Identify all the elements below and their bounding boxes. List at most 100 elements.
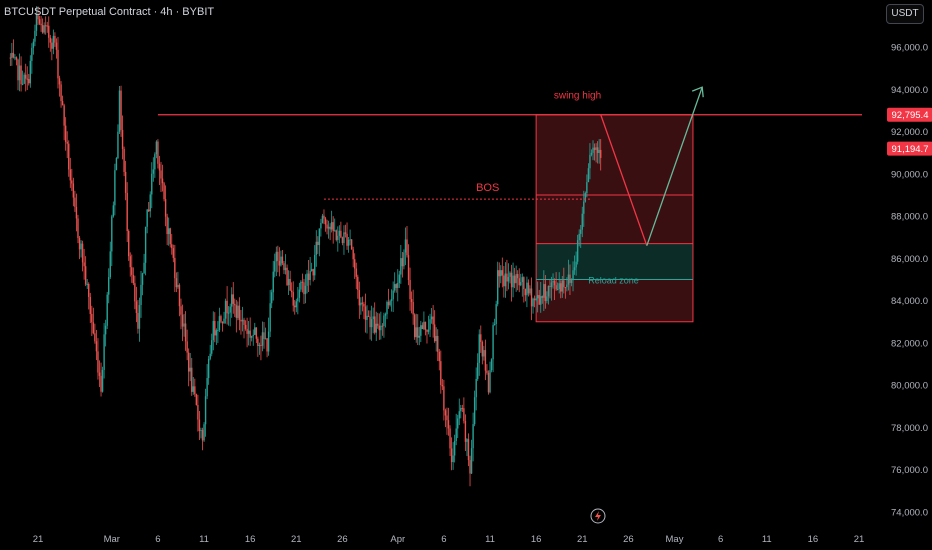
lightning-icon[interactable] [590, 508, 606, 524]
candle [283, 261, 285, 275]
candle-body [575, 261, 577, 268]
candle-body [106, 294, 108, 326]
candle-body [596, 147, 599, 153]
candle [166, 213, 168, 246]
candle-body [189, 367, 191, 372]
candle-body [473, 397, 476, 425]
candle-body [28, 79, 30, 84]
candle-body [457, 418, 459, 429]
candle [558, 272, 560, 294]
candle [526, 276, 528, 308]
candle [146, 208, 148, 234]
candle [587, 163, 590, 183]
candle-body [169, 228, 171, 245]
candle-body [410, 299, 413, 303]
candle-body [240, 319, 242, 322]
candle-body [466, 439, 468, 442]
candle [317, 236, 319, 254]
candle [486, 364, 488, 375]
candle [277, 245, 279, 273]
candle-body [164, 199, 167, 217]
candle [260, 335, 262, 361]
candle [71, 168, 73, 191]
candle-body [74, 197, 76, 207]
candle [475, 367, 477, 411]
x-tick-label: May [666, 534, 684, 545]
candle-body [484, 350, 487, 371]
currency-button[interactable]: USDT [886, 4, 924, 24]
candle [303, 278, 305, 305]
y-tick-label: 76,000.0 [891, 465, 928, 476]
candle-body [335, 230, 337, 240]
candle-body [509, 272, 511, 277]
candle-body [341, 237, 344, 244]
candle-body [57, 49, 59, 79]
candle [34, 24, 36, 47]
candle-body [433, 324, 436, 342]
candle [549, 279, 551, 299]
candle-body [186, 341, 188, 353]
candle [415, 313, 417, 343]
candle [160, 161, 162, 192]
candle [232, 282, 234, 314]
candle-body [34, 30, 36, 42]
candle-body [121, 129, 124, 149]
candle [246, 317, 248, 348]
candle-body [472, 424, 474, 449]
candle [312, 268, 314, 282]
candle-body [332, 222, 334, 232]
candle [17, 58, 19, 91]
candle-body [367, 315, 370, 317]
candle [234, 298, 236, 317]
candle [386, 300, 388, 320]
candle [152, 157, 155, 182]
candle [518, 268, 520, 293]
candle-body [340, 230, 342, 238]
candle [552, 273, 554, 289]
y-tick-label: 82,000.0 [891, 338, 928, 349]
candle-body [523, 277, 525, 289]
x-tick-label: 21 [33, 534, 44, 545]
candle [370, 305, 373, 341]
candle-body [538, 295, 540, 305]
candle-body [587, 168, 590, 183]
candle-body [272, 271, 274, 293]
candle-body [181, 314, 184, 327]
candle-body [424, 321, 427, 330]
candle-body [384, 314, 387, 316]
candle [191, 357, 193, 396]
candle [189, 352, 191, 382]
candle [114, 163, 116, 216]
candle-body [480, 334, 482, 342]
candle [121, 115, 124, 160]
candle [175, 272, 178, 293]
candle [470, 439, 473, 475]
candle-body [206, 378, 208, 397]
candle [483, 345, 485, 361]
candle-body [478, 334, 480, 363]
candle-body [91, 313, 93, 323]
candle [566, 277, 568, 292]
candle-body [572, 270, 574, 281]
candle [201, 427, 204, 451]
candle [51, 38, 53, 61]
candle [600, 139, 602, 171]
candle [14, 54, 16, 61]
candle [41, 18, 44, 34]
candle [140, 271, 142, 318]
candle-body [283, 263, 285, 271]
candle [68, 140, 70, 177]
candle [149, 191, 151, 218]
candle [43, 22, 45, 35]
candle [572, 261, 574, 292]
candle-body [151, 173, 153, 195]
candle-body [418, 335, 420, 338]
candle [427, 315, 430, 335]
candle [138, 297, 141, 342]
candle-body [160, 170, 162, 179]
candle-body [449, 428, 451, 449]
candle [504, 262, 507, 298]
candle-body [395, 284, 397, 288]
candle [329, 223, 331, 241]
